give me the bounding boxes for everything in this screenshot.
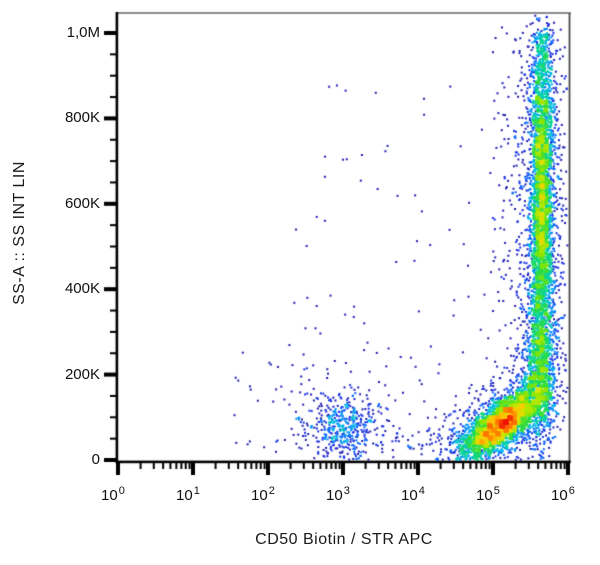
y-tick-label: 1,0M [66, 24, 100, 41]
x-tick-label: 106 [551, 485, 575, 504]
x-tick-label: 105 [476, 485, 500, 504]
x-tick-label: 100 [101, 485, 125, 504]
y-axis-label: SS-A :: SS INT LIN [11, 161, 28, 305]
x-tick-label: 104 [401, 485, 425, 504]
y-tick-label: 800K [64, 109, 100, 127]
y-tick-label: 400K [64, 280, 100, 298]
x-tick-label: 102 [251, 485, 275, 504]
x-tick-label: 103 [326, 485, 350, 504]
x-tick-label: 101 [176, 485, 200, 504]
x-axis-label: CD50 Biotin / STR APC [255, 531, 433, 548]
y-tick-label: 200K [64, 365, 100, 383]
y-tick-label: 0 [91, 451, 100, 468]
y-tick-label: 600K [64, 194, 100, 212]
